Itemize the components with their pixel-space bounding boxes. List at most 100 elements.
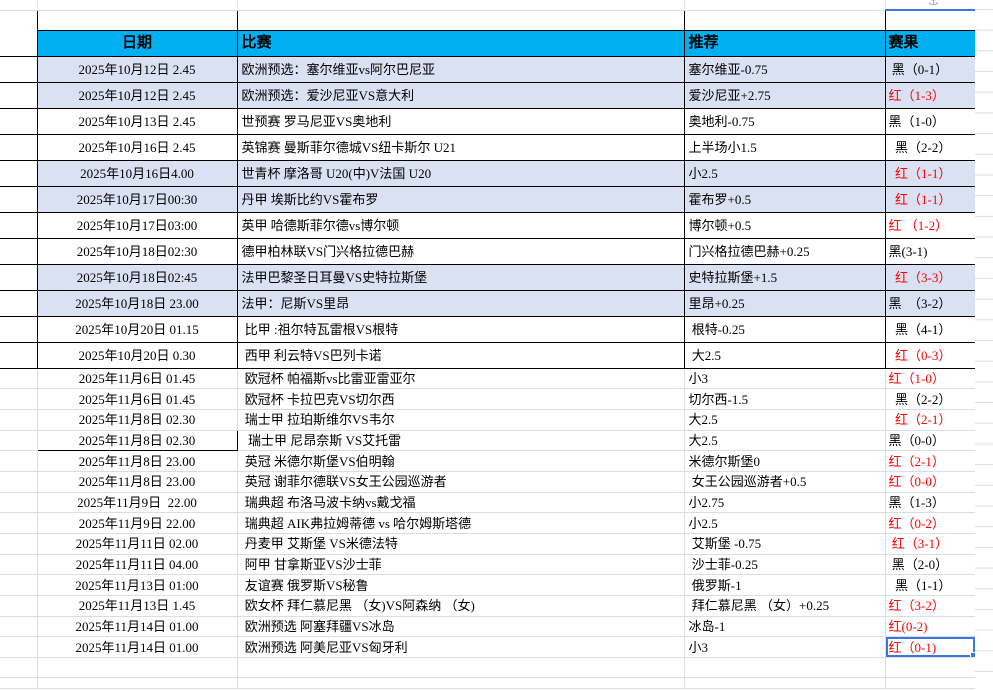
date-cell[interactable]: 2025年11月8日 23.00 [37,471,238,493]
date-cell[interactable]: 2025年11月9日 22.00 [37,512,238,534]
match-cell[interactable]: 欧洲预选 阿美尼亚VS匈牙利 [237,636,685,659]
tip-cell[interactable]: 小3 [684,636,886,659]
cell[interactable] [684,10,886,30]
tip-cell[interactable]: 爱沙尼亚+2.75 [683,81,886,109]
tip-cell[interactable]: 女王公园巡游者+0.5 [684,471,886,493]
cell[interactable] [237,0,685,11]
result-cell[interactable]: 红（3-2） [885,595,976,617]
row-spacer-cell[interactable] [0,160,38,187]
match-cell[interactable]: 世预赛 罗马尼亚VS奥地利 [236,107,685,135]
row-spacer-cell[interactable] [0,316,38,343]
cell[interactable] [684,0,886,11]
result-cell[interactable]: 黑（2-2） [884,133,976,161]
result-cell[interactable]: 黑（2-0） [885,554,976,576]
date-cell[interactable]: 2025年10月18日 23.00 [36,289,238,317]
cell[interactable] [885,657,976,679]
result-cell[interactable]: 红（1-3） [884,81,976,109]
cell[interactable] [684,657,886,679]
cell[interactable] [684,677,886,690]
tip-cell[interactable]: 大2.5 [684,430,886,452]
cell[interactable] [237,657,685,679]
match-cell[interactable]: 英锦赛 曼斯菲尔德城VS纽卡斯尔 U21 [236,133,685,161]
cell[interactable] [37,10,238,30]
tip-cell[interactable]: 切尔西-1.5 [684,388,886,410]
tip-cell[interactable]: 俄罗斯-1 [684,574,886,597]
date-cell[interactable]: 2025年11月6日 01.45 [37,388,238,410]
tip-cell[interactable]: 史特拉斯堡+1.5 [683,263,886,291]
result-cell[interactable]: 黑（1-1） [885,574,976,597]
result-cell[interactable]: 红（2-1） [885,409,976,431]
row-spacer-cell[interactable] [0,430,38,452]
row-spacer-cell[interactable] [0,186,38,213]
cell[interactable] [37,677,238,690]
result-cell[interactable]: 黑（4-1） [884,315,976,343]
tip-cell[interactable]: 小2.5 [684,512,886,534]
match-cell[interactable]: 世青杯 摩洛哥 U20(中)V法国 U20 [236,159,685,187]
header-spacer-cell[interactable] [0,30,38,57]
date-cell[interactable]: 2025年10月13日 2.45 [36,107,238,135]
tip-cell[interactable]: 大2.5 [684,409,886,431]
row-spacer-cell[interactable] [0,388,38,410]
row-spacer-cell[interactable] [0,134,38,161]
result-cell[interactable]: 红（3-1） [885,533,976,555]
cell[interactable] [37,657,238,679]
date-cell[interactable]: 2025年11月8日 02.30 [37,409,238,431]
match-cell[interactable]: 丹麦甲 艾斯堡 VS米德法特 [237,533,685,555]
result-cell[interactable]: 黑（2-2） [885,388,976,410]
match-cell[interactable]: 欧女杯 拜仁慕尼黑 （女)VS阿森纳 （女) [237,595,685,617]
date-cell[interactable]: 2025年11月8日 02.30 [36,429,238,452]
result-cell[interactable]: 红（1-0） [885,368,976,390]
cell[interactable] [237,10,685,30]
match-cell[interactable]: 英冠 谢菲尔德联VS女王公园巡游者 [237,471,685,493]
match-cell[interactable]: 欧洲预选 阿塞拜疆VS冰岛 [237,616,685,638]
match-cell[interactable]: 瑞典超 AIK弗拉姆蒂德 vs 哈尔姆斯塔德 [237,512,685,534]
tip-cell[interactable]: 里昂+0.25 [683,289,886,317]
result-cell[interactable]: 黑（1-3） [885,492,976,514]
tip-cell[interactable]: 塞尔维亚-0.75 [683,55,886,83]
result-cell[interactable]: 红（0-3） [884,341,976,369]
tip-cell[interactable]: 根特-0.25 [683,315,886,343]
date-cell[interactable]: 2025年11月11日 02.00 [37,533,238,555]
result-cell[interactable]: 红（0-2） [885,512,976,534]
date-cell[interactable]: 2025年11月9日 22.00 [37,492,238,514]
tip-cell[interactable]: 冰岛-1 [684,616,886,638]
tip-cell[interactable]: 大2.5 [683,341,886,369]
match-cell[interactable]: 欧冠杯 帕福斯vs比雷亚雷亚尔 [237,368,685,390]
result-cell[interactable]: 红 （1-2） [884,211,976,239]
match-cell[interactable]: 欧冠杯 卡拉巴克VS切尔西 [237,388,685,410]
date-cell[interactable]: 2025年10月16日 2.45 [36,133,238,161]
result-cell[interactable]: 红（1-1） [884,159,976,187]
column-header-tip[interactable]: 推荐 [683,29,886,57]
date-cell[interactable]: 2025年10月17日00:30 [36,185,238,213]
date-cell[interactable]: 2025年11月6日 01.45 [37,368,238,390]
match-cell[interactable]: 阿甲 甘拿斯亚VS沙士菲 [237,554,685,576]
tip-cell[interactable]: 上半场小1.5 [683,133,886,161]
result-cell[interactable]: 红（1-1） [884,185,976,213]
row-spacer-cell[interactable] [0,595,38,617]
row-spacer-cell[interactable] [0,533,38,555]
result-cell[interactable]: 黑（0-0） [885,430,976,452]
tip-cell[interactable]: 小2.75 [684,492,886,514]
row-spacer-cell[interactable] [0,342,38,369]
cell[interactable] [0,677,38,690]
match-cell[interactable]: 法甲巴黎圣日耳曼VS史特拉斯堡 [236,263,685,291]
row-spacer-cell[interactable] [0,450,38,472]
row-spacer-cell[interactable] [0,554,38,576]
row-spacer-cell[interactable] [0,574,38,597]
cell[interactable] [237,677,685,690]
cell[interactable] [37,0,238,11]
row-spacer-cell[interactable] [0,56,38,83]
cell[interactable] [0,10,38,30]
row-spacer-cell[interactable] [0,616,38,638]
match-cell[interactable]: 瑞典超 布洛马波卡纳vs戴戈福 [237,492,685,514]
result-cell[interactable]: 红（3-3） [884,263,976,291]
result-cell[interactable]: 红(0-2) [885,616,976,638]
result-cell[interactable]: 红（0-1) [885,636,976,659]
date-cell[interactable]: 2025年10月12日 2.45 [36,81,238,109]
tip-cell[interactable]: 小2.5 [683,159,886,187]
column-header-match[interactable]: 比赛 [236,29,685,57]
cell[interactable] [885,10,976,30]
cell[interactable] [885,0,976,11]
date-cell[interactable]: 2025年11月14日 01.00 [37,616,238,638]
result-cell[interactable]: 红（0-0） [885,471,976,493]
